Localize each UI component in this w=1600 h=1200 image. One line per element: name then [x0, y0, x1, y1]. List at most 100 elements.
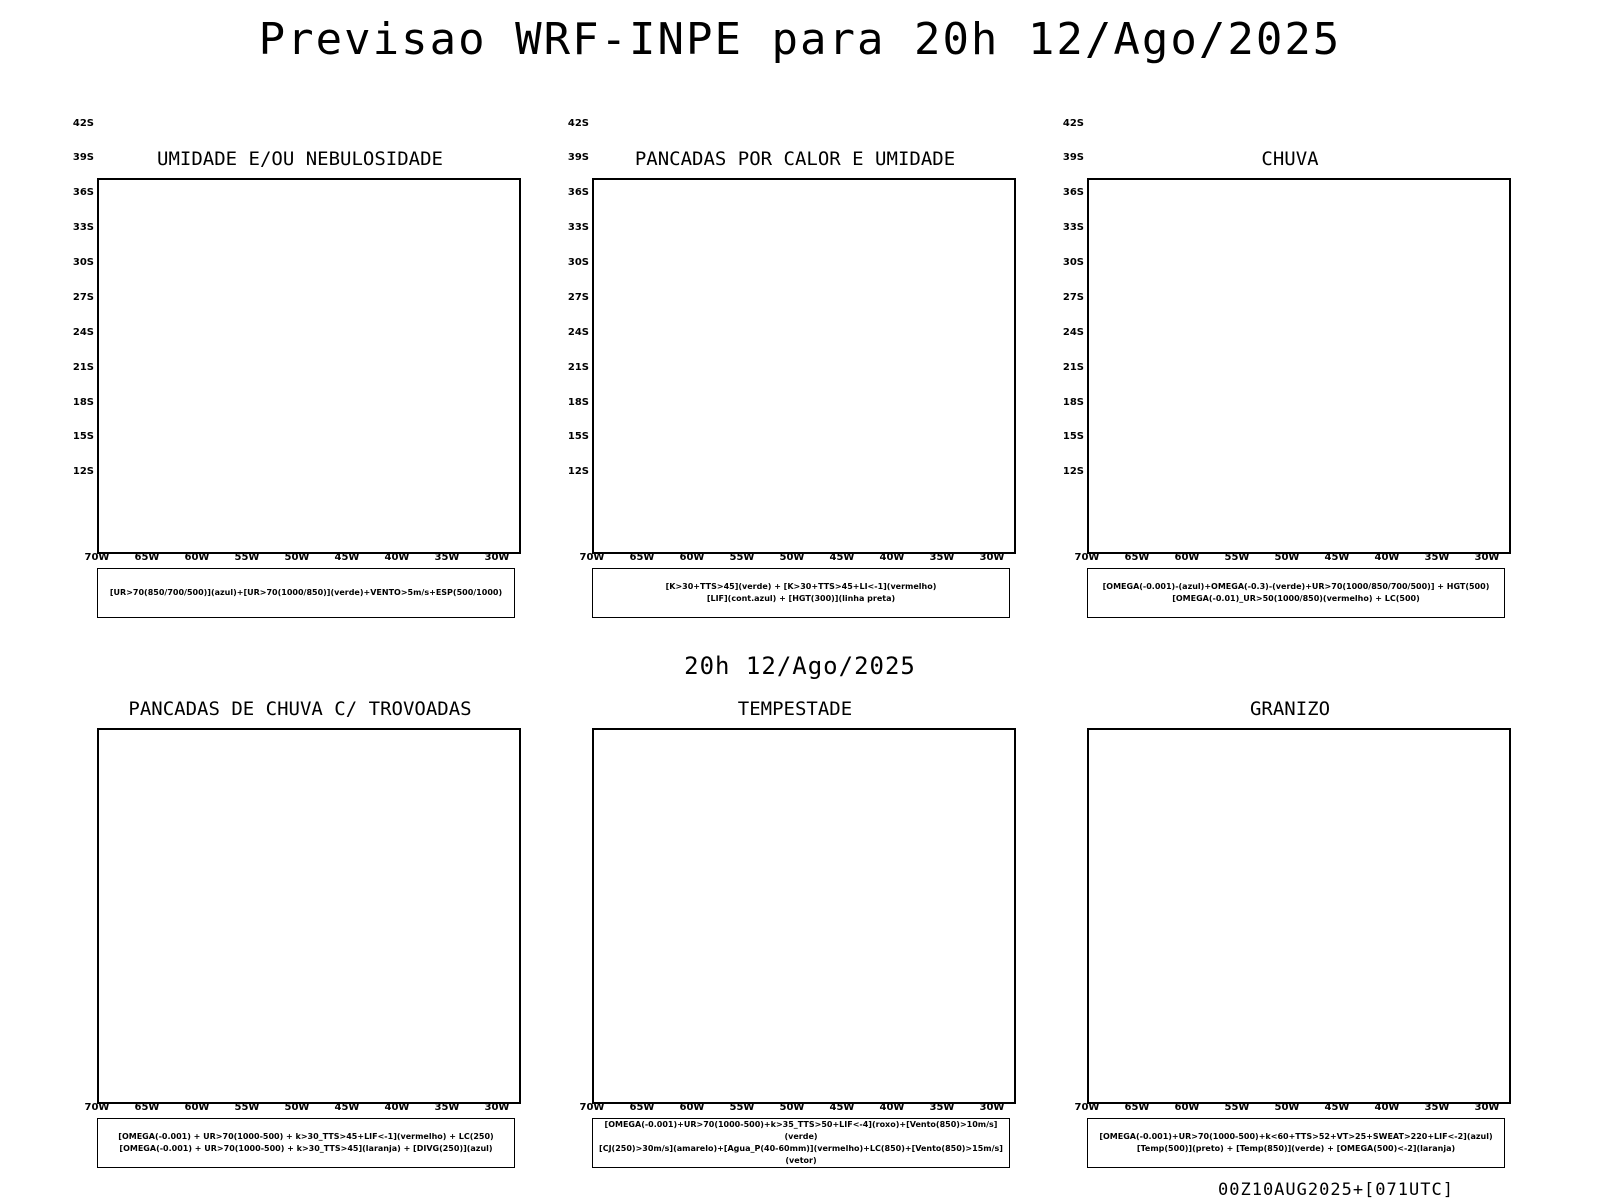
- longitude-label: 50W: [284, 552, 310, 563]
- longitude-label: 70W: [1074, 1102, 1100, 1113]
- longitude-label: 55W: [234, 552, 260, 563]
- longitude-label: 30W: [979, 1102, 1005, 1113]
- longitude-label: 55W: [1224, 1102, 1250, 1113]
- longitude-label: 60W: [1174, 1102, 1200, 1113]
- longitude-label: 50W: [284, 1102, 310, 1113]
- legend-line: [OMEGA(-0.001)-(azul)+OMEGA(-0.3)-(verde…: [1102, 582, 1490, 591]
- longitude-label: 45W: [829, 552, 855, 563]
- longitude-label: 60W: [1174, 552, 1200, 563]
- panel-title: PANCADAS DE CHUVA C/ TROVOADAS: [128, 698, 472, 720]
- longitude-label: 40W: [1374, 552, 1400, 563]
- longitude-label: 30W: [484, 552, 510, 563]
- panel-tempestade: TEMPESTADE 12S 15S 18S 21S 24S 27S 30S 33S 36S 39S…: [565, 118, 1025, 1173]
- longitude-label: 50W: [779, 1102, 805, 1113]
- latitude-label: 15S: [567, 431, 589, 443]
- latitude-label: 18S: [72, 396, 94, 408]
- longitude-label: 65W: [1124, 552, 1150, 563]
- latitude-label: 24S: [72, 326, 94, 338]
- longitude-label: 70W: [1074, 552, 1100, 563]
- panel-granizo: GRANIZO -9-12-12-15-12-15-18-15-18-21-27 1…: [1060, 118, 1520, 1173]
- legend-line: [OMEGA(-0.001)+UR>70(1000-500)+k<60+TTS>…: [1099, 1132, 1493, 1141]
- legend-box: [OMEGA(-0.001) + UR>70(1000-500) + k>30_…: [97, 1118, 515, 1168]
- longitude-label: 70W: [84, 1102, 110, 1113]
- longitude-label: 50W: [1274, 552, 1300, 563]
- latitude-label: 39S: [72, 152, 94, 164]
- longitude-label: 65W: [1124, 1102, 1150, 1113]
- mid-title: 20h 12/Ago/2025: [684, 652, 916, 680]
- panel-pancadas-calor: PANCADAS POR CALOR E UMIDADE 960096009600…: [565, 148, 1025, 623]
- latitude-label: 36S: [1062, 187, 1084, 199]
- latitude-label: 18S: [567, 396, 589, 408]
- latitude-label: 15S: [1062, 431, 1084, 443]
- longitude-label: 30W: [1474, 1102, 1500, 1113]
- latitude-label: 24S: [567, 326, 589, 338]
- latitude-label: 12S: [567, 466, 589, 478]
- longitude-label: 65W: [629, 1102, 655, 1113]
- longitude-label: 65W: [629, 552, 655, 563]
- panel-title: GRANIZO: [1249, 698, 1331, 720]
- latitude-label: 18S: [1062, 396, 1084, 408]
- latitude-label: 30S: [1062, 257, 1084, 268]
- legend-box: [OMEGA(-0.001)-(azul)+OMEGA(-0.3)-(verde…: [1087, 568, 1505, 618]
- longitude-label: 40W: [879, 1102, 905, 1113]
- legend-line: [OMEGA(-0.001) + UR>70(1000-500) + k>30_…: [118, 1132, 494, 1141]
- map-pancadas-calor: 9600960096009520952095209440944093609360…: [592, 178, 1016, 554]
- longitude-label: 55W: [729, 1102, 755, 1113]
- panel-title: PANCADAS POR CALOR E UMIDADE: [634, 148, 956, 170]
- legend-line: [OMEGA(-0.001)+UR>70(1000-500)+k>35_TTS>…: [604, 1120, 998, 1141]
- longitude-label: 35W: [434, 1102, 460, 1113]
- longitude-label: 65W: [134, 1102, 160, 1113]
- latitude-label: 21S: [567, 361, 589, 373]
- map-tempestade: [592, 728, 1016, 1104]
- longitude-label: 45W: [334, 552, 360, 563]
- longitude-label: 65W: [134, 552, 160, 563]
- map-trovoadas: [97, 728, 521, 1104]
- legend-line: [OMEGA(-0.001) + UR>70(1000-500) + k>30_…: [119, 1144, 493, 1153]
- legend-box: [K>30+TTS>45](verde) + [K>30+TTS>45+LI<-…: [592, 568, 1010, 618]
- legend-line: [Temp(500)](preto) + [Temp(850)](verde) …: [1136, 1144, 1456, 1153]
- latitude-label: 36S: [72, 187, 94, 199]
- latitude-label: 21S: [72, 361, 94, 373]
- latitude-label: 36S: [567, 187, 589, 199]
- latitude-label: 33S: [1062, 222, 1084, 234]
- longitude-label: 70W: [84, 552, 110, 563]
- longitude-label: 60W: [679, 1102, 705, 1113]
- map-canvas: -9-12-12-15-12-15-18-15-18-21-27: [1089, 730, 1509, 1102]
- longitude-label: 35W: [929, 552, 955, 563]
- legend-line: [LIF](cont.azul) + [HGT(300)](linha pret…: [706, 594, 896, 603]
- longitude-label: 30W: [1474, 552, 1500, 563]
- longitude-label: 45W: [334, 1102, 360, 1113]
- longitude-label: 70W: [579, 1102, 605, 1113]
- panel-title: CHUVA: [1261, 148, 1319, 170]
- legend-line: [K>30+TTS>45](verde) + [K>30+TTS>45+LI<-…: [665, 582, 937, 591]
- panel-title: TEMPESTADE: [737, 698, 853, 720]
- longitude-label: 40W: [384, 1102, 410, 1113]
- legend-box: [OMEGA(-0.001)+UR>70(1000-500)+k>35_TTS>…: [592, 1118, 1010, 1168]
- longitude-label: 35W: [929, 1102, 955, 1113]
- longitude-label: 70W: [579, 552, 605, 563]
- map-canvas: [99, 730, 519, 1102]
- latitude-label: 39S: [1062, 152, 1084, 164]
- longitude-label: 55W: [1224, 552, 1250, 563]
- latitude-label: 27S: [567, 291, 589, 303]
- latitude-label: 42S: [1062, 117, 1084, 129]
- main-title: Previsao WRF-INPE para 20h 12/Ago/2025: [258, 14, 1342, 65]
- latitude-label: 12S: [72, 466, 94, 478]
- latitude-label: 21S: [1062, 361, 1084, 373]
- longitude-label: 40W: [879, 552, 905, 563]
- longitude-label: 35W: [1424, 1102, 1450, 1113]
- latitude-label: 33S: [72, 222, 94, 234]
- longitude-label: 45W: [1324, 1102, 1350, 1113]
- latitude-label: 15S: [72, 431, 94, 443]
- panel-umidade: UMIDADE E/OU NEBULOSIDADE 101610121012101…: [70, 148, 530, 623]
- longitude-label: 30W: [979, 552, 1005, 563]
- longitude-label: 55W: [729, 552, 755, 563]
- longitude-label: 30W: [484, 1102, 510, 1113]
- map-chuva: 5825825795765735705675645615585795765705…: [1087, 178, 1511, 554]
- latitude-label: 39S: [567, 152, 589, 164]
- latitude-label: 24S: [1062, 326, 1084, 338]
- longitude-label: 45W: [829, 1102, 855, 1113]
- latitude-label: 42S: [72, 117, 94, 129]
- longitude-label: 55W: [234, 1102, 260, 1113]
- panel-chuva: CHUVA 58258257957657357056756456155857957…: [1060, 148, 1520, 623]
